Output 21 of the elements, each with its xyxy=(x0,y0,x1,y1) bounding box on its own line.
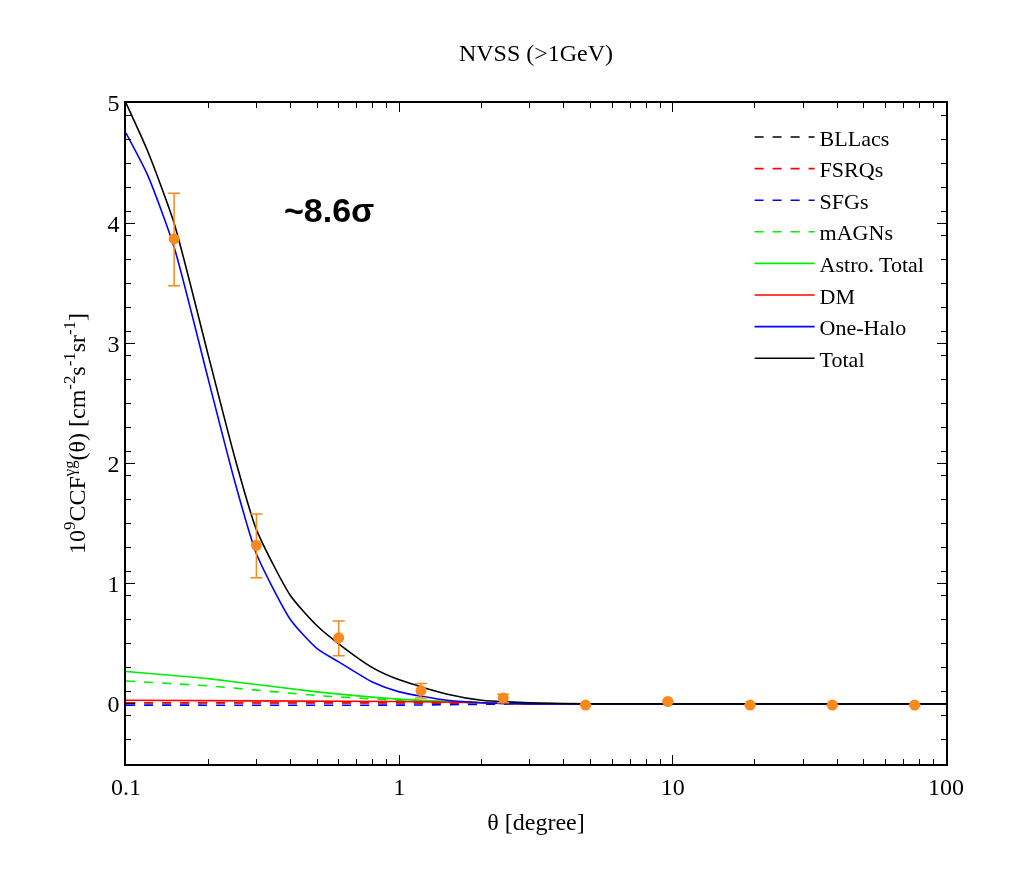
y-tick-label: 0 xyxy=(107,691,120,718)
legend-label: Total xyxy=(819,346,865,372)
legend-label: One-Halo xyxy=(819,315,907,341)
legend-label: BLLacs xyxy=(819,125,890,151)
legend-label: FSRQs xyxy=(819,157,884,183)
x-tick-label: 100 xyxy=(928,773,964,800)
chart-title: NVSS (>1GeV) xyxy=(458,40,614,67)
legend-label: SFGs xyxy=(819,188,869,214)
annotation: ~8.6σ xyxy=(284,191,375,229)
y-tick-label: 3 xyxy=(107,330,120,357)
y-tick-label: 4 xyxy=(107,210,120,237)
legend-label: DM xyxy=(819,283,856,309)
y-tick-label: 1 xyxy=(107,571,120,598)
x-tick-label: 1 xyxy=(393,773,406,800)
legend-label: mAGNs xyxy=(819,220,893,246)
y-tick-label: 5 xyxy=(107,90,120,117)
x-tick-label: 0.1 xyxy=(111,773,141,800)
x-tick-label: 10 xyxy=(660,773,685,800)
legend-label: Astro. Total xyxy=(819,252,924,277)
y-tick-label: 2 xyxy=(107,450,120,477)
x-axis-title: θ [degree] xyxy=(487,809,585,836)
